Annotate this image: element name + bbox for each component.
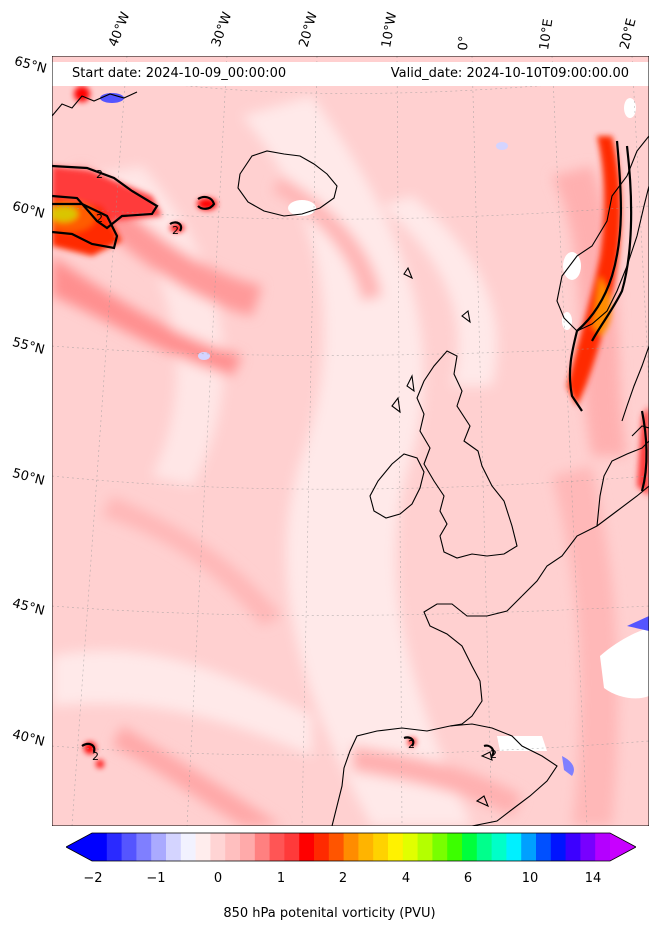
colorbar-tick: 6 <box>463 871 473 886</box>
colorbar-cell <box>240 833 256 861</box>
lon-label-10w: 10°W <box>379 11 401 50</box>
colorbar-cell <box>506 833 522 861</box>
colorbar-cell <box>476 833 493 861</box>
pv-contours <box>52 140 648 757</box>
start-date-label: Start date: 2024-10-09_00:00:00 <box>72 66 287 81</box>
lat-label-45n: 45°N <box>10 596 47 619</box>
vorticity-map: 2 2 2 2 2 2 <box>52 56 649 826</box>
colorbar-cell <box>550 833 567 861</box>
colorbar-cell <box>299 833 315 861</box>
colorbar-cell <box>314 833 330 861</box>
lon-label-40w: 40°W <box>106 10 134 49</box>
colorbar-cell <box>225 833 241 861</box>
lat-label-50n: 50°N <box>10 466 47 489</box>
lon-label-20w: 20°W <box>296 10 321 50</box>
colorbar-cell <box>402 833 419 861</box>
colorbar-cell <box>388 833 404 861</box>
colorbar-tick: 14 <box>584 871 602 886</box>
contour-label: 2 <box>96 168 103 181</box>
contour-label: 2 <box>408 738 415 751</box>
colorbar-tick: 10 <box>521 871 539 886</box>
colorbar-cell <box>106 833 123 861</box>
contour-label: 2 <box>172 224 179 237</box>
colorbar-cell <box>491 833 507 861</box>
colorbar-tick: 1 <box>276 871 286 886</box>
colorbar-under-arrow <box>66 833 92 861</box>
colorbar-cell <box>151 833 167 861</box>
lat-label-65n: 65°N <box>12 54 49 77</box>
colorbar-cell <box>166 833 182 861</box>
colorbar-cell <box>343 833 359 861</box>
lon-label-20e: 20°E <box>617 17 640 51</box>
colorbar-cell <box>417 833 433 861</box>
colorbar-cell <box>180 833 197 861</box>
colorbar-cells <box>92 833 611 861</box>
colorbar-cell <box>432 833 448 861</box>
colorbar-over-arrow <box>610 833 636 861</box>
contour-label: 2 <box>96 212 103 225</box>
lon-label-0: 0° <box>456 35 473 51</box>
colorbar-tick: 2 <box>338 871 348 886</box>
colorbar-outline <box>66 832 636 862</box>
lon-label-10e: 10°E <box>537 17 557 51</box>
colorbar-cell <box>580 833 596 861</box>
colorbar-cell <box>269 833 285 861</box>
colorbar-cell <box>462 833 478 861</box>
colorbar-cell <box>92 833 108 861</box>
colorbar-cell <box>210 833 226 861</box>
colorbar-cell <box>284 833 300 861</box>
colorbar-cell <box>254 833 271 861</box>
colorbar-tick: −1 <box>146 871 166 886</box>
valid-date-label: Valid_date: 2024-10-10T09:00:00.00 <box>390 66 629 81</box>
lon-label-30w: 30°W <box>208 10 236 49</box>
colorbar-cell <box>121 833 137 861</box>
colorbar-cell <box>328 833 345 861</box>
colorbar-cell <box>195 833 211 861</box>
colorbar-cell <box>536 833 552 861</box>
colorbar-tick: 0 <box>213 871 223 886</box>
colorbar-cell <box>521 833 537 861</box>
colorbar-tick: −2 <box>83 871 103 886</box>
contour-labels: 2 2 2 2 2 2 <box>92 168 497 763</box>
contour-label: 2 <box>490 748 497 761</box>
colorbar-tick: 4 <box>401 871 411 886</box>
lat-label-60n: 60°N <box>10 199 47 222</box>
colorbar-cell <box>565 833 581 861</box>
colorbar-cell <box>595 833 611 861</box>
colorbar-cell <box>136 833 152 861</box>
map-panel: 2 2 2 2 2 2 Start date: 2024-10-09_00:00… <box>52 56 649 826</box>
colorbar <box>66 832 636 862</box>
contour-label: 2 <box>92 750 99 763</box>
graticule <box>52 56 649 826</box>
date-banner <box>52 62 649 86</box>
colorbar-label: 850 hPa potenital vorticity (PVU) <box>223 906 436 921</box>
colorbar-cell <box>373 833 389 861</box>
colorbar-cell <box>358 833 374 861</box>
lat-label-40n: 40°N <box>10 727 47 750</box>
colorbar-cell <box>447 833 463 861</box>
lat-label-55n: 55°N <box>10 335 47 358</box>
